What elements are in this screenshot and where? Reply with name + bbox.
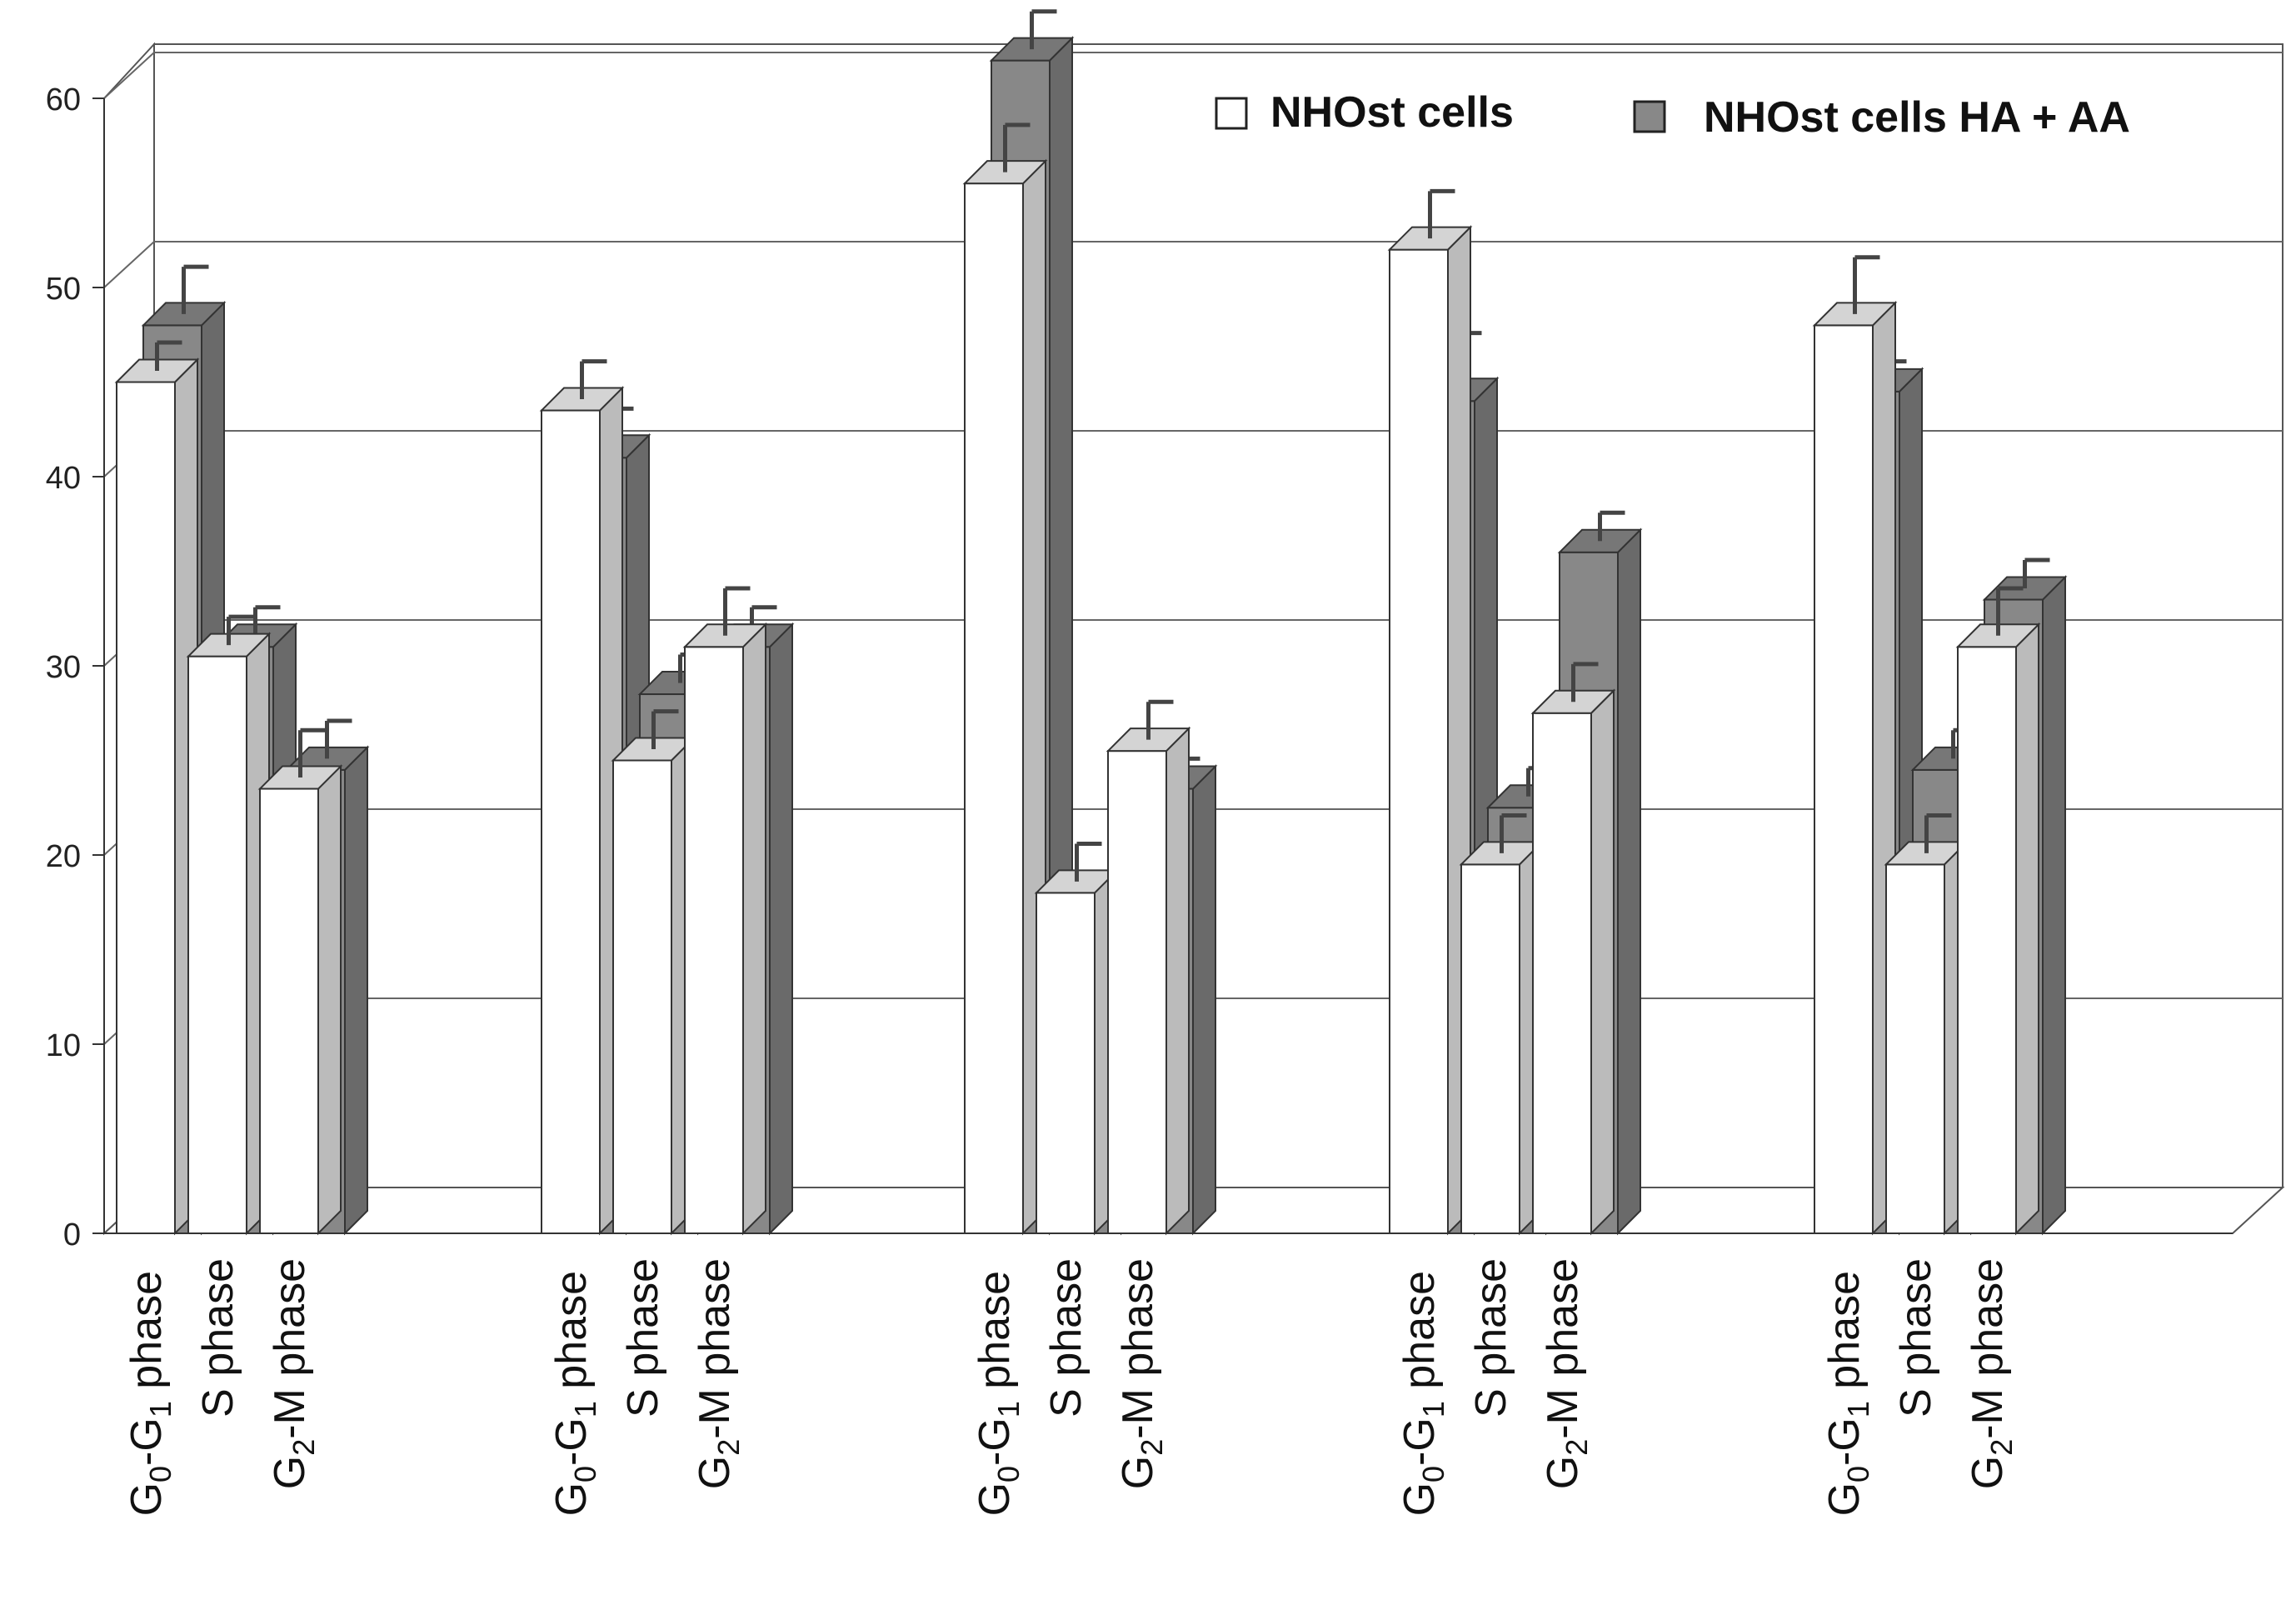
gridline-side bbox=[103, 52, 155, 99]
bar-nhost-cells-g5-g2-m-phase-front bbox=[1957, 646, 2017, 1234]
bar-nhost-cells-g3-g0-g1-phase bbox=[962, 122, 1048, 1236]
bar-nhost-cells-ha-aa-g3-g2-m-phase-side bbox=[1192, 764, 1216, 1236]
bar-nhost-cells-g3-g2-m-phase-front bbox=[1107, 750, 1167, 1234]
bar-nhost-cells-g5-g2-m-phase-side bbox=[2015, 622, 2039, 1236]
category-label-g1-s-phase: S phase bbox=[194, 1258, 242, 1418]
bar-nhost-cells-g4-g0-g1-phase-front bbox=[1389, 248, 1449, 1235]
y-tick-label: 20 bbox=[46, 839, 81, 874]
category-label-g2-g0-g1-phase: G0-G1 phase bbox=[547, 1271, 602, 1516]
y-tick-label: 30 bbox=[46, 650, 81, 685]
legend: NHOst cells NHOst cells HA + AA bbox=[1215, 88, 2130, 142]
bar-nhost-cells-g2-s-phase bbox=[611, 709, 696, 1236]
bar-nhost-cells-ha-aa-g1-g2-m-phase-side bbox=[344, 745, 368, 1236]
bar-nhost-cells-g4-s-phase-front bbox=[1460, 863, 1520, 1234]
bar-nhost-cells-ha-aa-g4-g2-m-phase-side bbox=[1617, 528, 1641, 1236]
category-label-g3-s-phase: S phase bbox=[1042, 1258, 1091, 1418]
y-tick-label: 40 bbox=[46, 461, 81, 496]
bar-nhost-cells-g2-g2-m-phase-front bbox=[684, 646, 744, 1234]
bar-nhost-cells-g4-g2-m-phase-side bbox=[1590, 688, 1615, 1236]
bar-nhost-cells-g3-g2-m-phase-side bbox=[1165, 726, 1190, 1236]
bar-nhost-cells-g4-g2-m-phase-front bbox=[1532, 712, 1592, 1234]
bar-nhost-cells-g5-g0-g1-phase-front bbox=[1814, 324, 1874, 1234]
category-label-g5-g2-m-phase: G2-M phase bbox=[1964, 1258, 2019, 1489]
bar-nhost-cells-g1-g0-g1-phase-front bbox=[116, 381, 176, 1234]
bar-nhost-cells-g4-s-phase bbox=[1459, 812, 1545, 1236]
legend-label-nhost-cells-ha-aa: NHOst cells HA + AA bbox=[1704, 93, 2130, 142]
bar-nhost-cells-g2-g2-m-phase bbox=[682, 586, 768, 1236]
bar-nhost-cells-g5-s-phase bbox=[1884, 812, 1969, 1236]
bar-nhost-cells-g5-g0-g1-phase bbox=[1812, 255, 1898, 1236]
category-label-g2-s-phase: S phase bbox=[619, 1258, 667, 1418]
category-label-g5-g0-g1-phase: G0-G1 phase bbox=[1820, 1271, 1875, 1516]
category-label-g1-g0-g1-phase: G0-G1 phase bbox=[122, 1271, 177, 1516]
bar-nhost-cells-g5-s-phase-front bbox=[1885, 863, 1945, 1234]
bar-nhost-cells-g2-g2-m-phase-side bbox=[742, 622, 766, 1236]
y-tick-label: 0 bbox=[63, 1218, 81, 1252]
bar-nhost-cells-ha-aa-g5-g2-m-phase-side bbox=[2042, 575, 2066, 1236]
bar-nhost-cells-g3-s-phase-front bbox=[1036, 892, 1096, 1235]
bar-nhost-cells-g1-g2-m-phase-front bbox=[259, 788, 319, 1234]
bar-nhost-cells-g3-g2-m-phase bbox=[1106, 699, 1191, 1236]
bar-nhost-cells-g4-g0-g1-phase bbox=[1387, 188, 1473, 1236]
bar-nhost-cells-g1-s-phase bbox=[186, 614, 272, 1236]
bar-nhost-cells-g1-g2-m-phase bbox=[257, 728, 343, 1236]
bar-nhost-cells-g2-g0-g1-phase-front bbox=[541, 409, 601, 1234]
category-label-g5-s-phase: S phase bbox=[1892, 1258, 1940, 1418]
bar-nhost-cells-g3-s-phase bbox=[1034, 842, 1120, 1236]
bar-nhost-cells-g1-g2-m-phase-side bbox=[317, 764, 342, 1236]
bar-nhost-cells-g1-s-phase-front bbox=[187, 655, 247, 1234]
gridline-side bbox=[103, 241, 155, 288]
y-axis: 0 10 20 30 40 50 60 bbox=[46, 82, 2233, 1252]
y-tick-label: 50 bbox=[46, 272, 81, 307]
category-label-g1-g2-m-phase: G2-M phase bbox=[266, 1258, 321, 1489]
category-label-g3-g2-m-phase: G2-M phase bbox=[1114, 1258, 1169, 1489]
category-label-g3-g0-g1-phase: G0-G1 phase bbox=[971, 1271, 1026, 1516]
bar-nhost-cells-g1-g0-g1-phase bbox=[114, 340, 200, 1236]
category-label-g4-s-phase: S phase bbox=[1467, 1258, 1515, 1418]
y-tick-label: 10 bbox=[46, 1028, 81, 1063]
category-labels: G0-G1 phase S phase G2-M phase G0-G1 phase S… bbox=[122, 1258, 2019, 1516]
bars bbox=[114, 9, 2068, 1236]
legend-label-nhost-cells: NHOst cells bbox=[1270, 88, 1514, 137]
legend-swatch-nhost-cells bbox=[1215, 97, 1248, 130]
bar-nhost-cells-g5-g2-m-phase bbox=[1955, 586, 2041, 1236]
category-label-g4-g2-m-phase: G2-M phase bbox=[1539, 1258, 1594, 1489]
y-tick-label: 60 bbox=[46, 82, 81, 118]
bar-nhost-cells-ha-aa-g2-g2-m-phase-side bbox=[769, 622, 793, 1236]
legend-swatch-nhost-cells-ha-aa bbox=[1633, 100, 1666, 133]
bar-nhost-cells-g4-g2-m-phase bbox=[1530, 662, 1616, 1236]
category-label-g2-g2-m-phase: G2-M phase bbox=[691, 1258, 746, 1489]
category-label-g4-g0-g1-phase: G0-G1 phase bbox=[1395, 1271, 1450, 1516]
bar-nhost-cells-g2-s-phase-front bbox=[612, 759, 672, 1234]
bar-nhost-cells-g2-g0-g1-phase bbox=[539, 359, 625, 1236]
bar-nhost-cells-g3-g0-g1-phase-front bbox=[964, 182, 1024, 1234]
